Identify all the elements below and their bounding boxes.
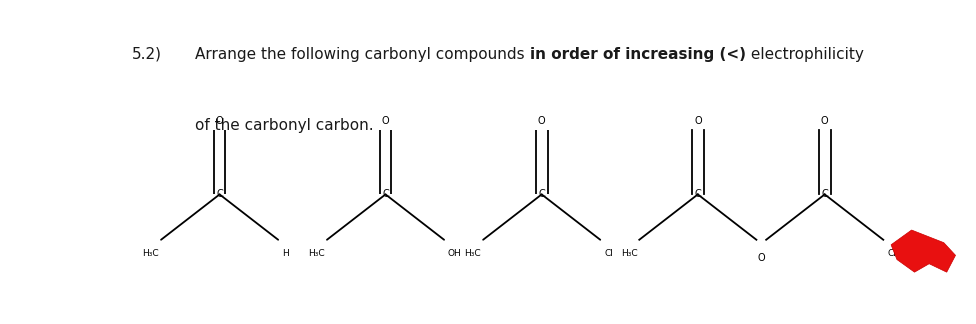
Text: C: C xyxy=(383,190,388,199)
Text: H: H xyxy=(282,249,289,259)
Text: O: O xyxy=(216,117,224,126)
Text: O: O xyxy=(382,117,389,126)
Text: O: O xyxy=(821,117,829,126)
Text: electrophilicity: electrophilicity xyxy=(746,47,864,62)
Text: C: C xyxy=(539,190,545,199)
Text: Arrange the following carbonyl compounds: Arrange the following carbonyl compounds xyxy=(195,47,530,62)
Text: O: O xyxy=(538,117,546,126)
Text: CH₃: CH₃ xyxy=(887,249,904,259)
Polygon shape xyxy=(891,230,956,272)
Text: OH: OH xyxy=(448,249,462,259)
Text: O: O xyxy=(694,117,702,126)
Text: C: C xyxy=(822,190,828,199)
Text: H₃C: H₃C xyxy=(465,249,481,259)
Text: O: O xyxy=(757,253,765,263)
Text: 5.2): 5.2) xyxy=(132,47,162,62)
Text: in order of increasing (<): in order of increasing (<) xyxy=(530,47,746,62)
Text: H₃C: H₃C xyxy=(142,249,159,259)
Text: C: C xyxy=(695,190,701,199)
Text: C: C xyxy=(217,190,223,199)
Text: H₃C: H₃C xyxy=(308,249,325,259)
Text: of the carbonyl carbon.: of the carbonyl carbon. xyxy=(195,118,374,133)
Text: Cl: Cl xyxy=(604,249,613,259)
Text: H₃C: H₃C xyxy=(621,249,637,259)
